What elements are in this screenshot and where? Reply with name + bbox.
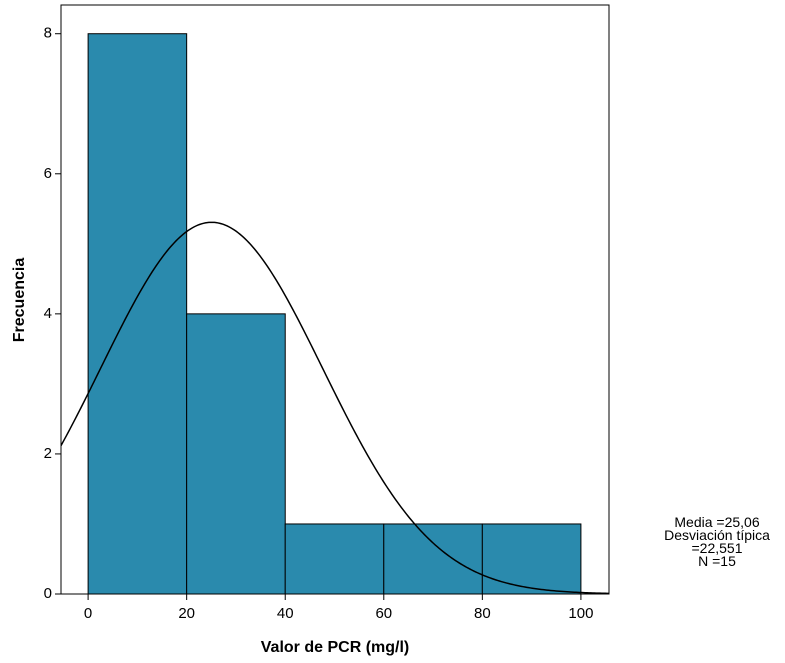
x-tick-label: 0	[84, 605, 92, 622]
bar	[284, 523, 385, 595]
x-tick-label: 60	[375, 605, 392, 622]
stats-box: Media =25,06 Desviación típica =22,551 N…	[650, 514, 784, 569]
y-tick-label: 4	[44, 305, 52, 322]
x-tick-label: 20	[178, 605, 195, 622]
y-axis-label: Frecuencia	[11, 258, 28, 343]
stat-n: N =15	[698, 553, 736, 569]
stat-sd: Desviación típica =22,551	[664, 527, 770, 556]
normal-curve	[61, 221, 609, 594]
bar	[481, 523, 582, 595]
bar	[186, 313, 286, 595]
x-tick-label: 40	[277, 605, 294, 622]
y-tick-label: 2	[44, 445, 52, 462]
bar	[87, 33, 188, 595]
x-tick-label: 80	[474, 605, 491, 622]
x-tick-label: 100	[568, 605, 593, 622]
x-axis-label: Valor de PCR (mg/l)	[261, 639, 409, 656]
y-tick-label: 6	[44, 165, 52, 182]
stat-mean: Media =25,06	[674, 514, 760, 530]
y-tick-label: 8	[44, 25, 52, 42]
bar	[383, 523, 483, 595]
y-tick-label: 0	[44, 585, 52, 602]
